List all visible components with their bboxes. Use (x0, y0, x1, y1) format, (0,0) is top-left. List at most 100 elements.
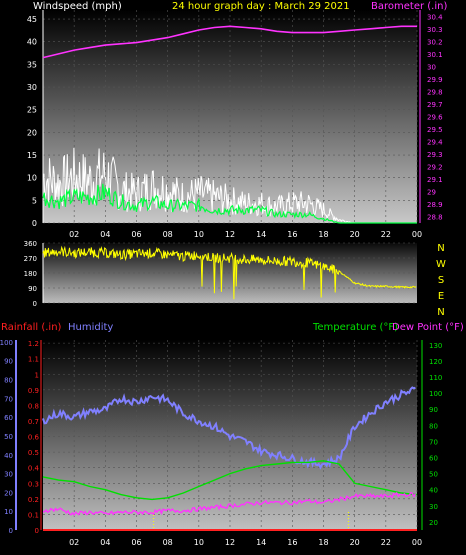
rain-tick-label: 0.4 (28, 465, 40, 473)
wind-tick-label: 5 (32, 196, 37, 205)
x-tick-label: 00 (412, 230, 422, 239)
rain-tick-label: 1 (35, 371, 39, 379)
left-axis-label-wind: Windspeed (mph) (33, 1, 122, 12)
humidity-tick-label: 90 (4, 358, 13, 366)
baro-tick-label: 28.9 (427, 201, 443, 209)
humidity-axis-label: Humidity (68, 322, 113, 333)
baro-tick-label: 30.2 (427, 38, 443, 46)
baro-tick-label: 29.5 (427, 126, 443, 134)
humidity-tick-label: 100 (0, 339, 13, 347)
compass-label: E (438, 291, 444, 302)
wind-tick-label: 40 (27, 38, 37, 47)
wind-tick-label: 35 (27, 60, 37, 69)
x-tick-label: 10 (194, 230, 204, 239)
x-tick-label: 04 (100, 538, 110, 547)
baro-tick-label: 30.3 (427, 26, 443, 34)
x-tick-label: 02 (69, 538, 79, 547)
wind-avg-series (42, 183, 417, 224)
rain-tick-label: 0.9 (28, 387, 39, 395)
wind-tick-label: 25 (27, 106, 37, 115)
humidity-tick-label: 20 (4, 489, 13, 497)
x-tick-label: 20 (350, 230, 360, 239)
temperature-tick-label: 120 (429, 358, 442, 366)
humidity-tick-label: 40 (4, 452, 13, 460)
baro-tick-label: 29.8 (427, 88, 443, 96)
x-tick-label: 14 (256, 538, 266, 547)
rain-tick-label: 0.8 (28, 402, 39, 410)
temperature-tick-label: 20 (429, 519, 438, 527)
rain-tick-label: 0.1 (28, 511, 39, 519)
x-tick-label: 22 (381, 230, 391, 239)
humidity-tick-label: 70 (4, 395, 13, 403)
temperature-tick-label: 60 (429, 455, 438, 463)
rain-tick-label: 0.7 (28, 418, 39, 426)
chart-title: 24 hour graph day : March 29 2021 (172, 1, 350, 12)
x-tick-label: 02 (69, 230, 79, 239)
direction-series (42, 245, 417, 300)
baro-tick-label: 30 (427, 63, 436, 71)
temperature-tick-label: 80 (429, 422, 438, 430)
rain-tick-label: 0.5 (28, 449, 39, 457)
baro-tick-label: 29 (427, 189, 436, 197)
x-tick-label: 18 (318, 538, 328, 547)
rain-tick-label: 1.2 (28, 340, 39, 348)
dewpoint-axis-label: Dew Point (°F) (392, 322, 464, 333)
rain-tick-label: 0.2 (28, 496, 39, 504)
x-tick-label: 06 (131, 538, 141, 547)
rain-tick-label: 1.1 (28, 356, 39, 364)
baro-tick-label: 30.1 (427, 51, 443, 59)
rain-tick-label: 0 (35, 527, 39, 535)
humidity-tick-label: 50 (4, 433, 13, 441)
x-tick-label: 16 (287, 538, 297, 547)
humidity-tick-label: 10 (4, 508, 13, 516)
x-tick-label: 08 (163, 230, 173, 239)
x-tick-label: 08 (163, 538, 173, 547)
dir-tick-label: 180 (24, 270, 37, 278)
temperature-tick-label: 100 (429, 390, 442, 398)
dir-tick-label: 270 (24, 255, 37, 263)
x-tick-label: 22 (381, 538, 391, 547)
temperature-tick-label: 130 (429, 342, 442, 350)
wind-tick-label: 0 (32, 219, 37, 228)
baro-tick-label: 29.1 (427, 176, 443, 184)
rain-tick-label: 0.6 (28, 434, 40, 442)
x-tick-label: 16 (287, 230, 297, 239)
x-tick-label: 20 (350, 538, 360, 547)
x-tick-label: 18 (318, 230, 328, 239)
humidity-tick-label: 60 (4, 414, 13, 422)
rain-tick-label: 0.3 (28, 480, 39, 488)
x-tick-label: 00 (412, 538, 422, 547)
x-tick-label: 06 (131, 230, 141, 239)
compass-label: S (438, 275, 444, 286)
dir-tick-label: 90 (28, 285, 37, 293)
rain-axis-label: Rainfall (.in) (1, 322, 62, 333)
wind-tick-label: 20 (27, 128, 37, 137)
x-tick-label: 12 (225, 538, 235, 547)
temperature-tick-label: 70 (429, 438, 438, 446)
dewpoint-series (42, 491, 417, 517)
temperature-tick-label: 110 (429, 374, 442, 382)
humidity-series (42, 386, 416, 470)
baro-tick-label: 30.4 (427, 13, 443, 21)
x-tick-label: 14 (256, 230, 266, 239)
baro-tick-label: 29.3 (427, 151, 443, 159)
wind-tick-label: 15 (27, 151, 37, 160)
baro-tick-label: 29.6 (427, 114, 443, 122)
temperature-tick-label: 40 (429, 487, 438, 495)
baro-tick-label: 29.2 (427, 164, 443, 172)
right-axis-label-barometer: Barometer (.in) (371, 1, 447, 12)
humidity-tick-label: 0 (9, 527, 13, 535)
compass-label: N (437, 243, 444, 254)
compass-label: N (437, 307, 444, 318)
x-tick-label: 10 (194, 538, 204, 547)
temperature-tick-label: 90 (429, 406, 438, 414)
temperature-tick-label: 50 (429, 471, 438, 479)
dir-tick-label: 0 (33, 300, 37, 308)
wind-tick-label: 10 (27, 174, 37, 183)
temperature-axis-label: Temperature (°F) (312, 322, 398, 333)
wind-tick-label: 45 (27, 15, 37, 24)
barometer-series (42, 25, 417, 59)
dir-tick-label: 360 (24, 240, 37, 248)
x-tick-label: 12 (225, 230, 235, 239)
